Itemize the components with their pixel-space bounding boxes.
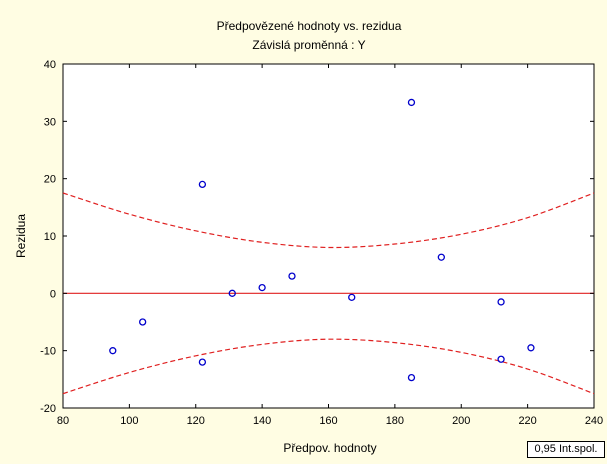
data-point — [348, 293, 356, 301]
x-tick-label: 240 — [585, 415, 603, 427]
x-tick-label: 160 — [319, 415, 337, 427]
legend-confidence-interval: 0,95 Int.spol. — [527, 441, 605, 458]
data-points — [109, 98, 535, 382]
data-point — [258, 283, 266, 292]
x-tick-label: 80 — [57, 415, 69, 427]
chart-subtitle: Závislá proměnná : Y — [252, 38, 365, 52]
x-tick-label: 200 — [452, 415, 470, 427]
data-point — [288, 272, 296, 280]
data-point — [198, 358, 207, 366]
y-tick-label: 10 — [44, 231, 56, 243]
data-point — [437, 253, 445, 261]
x-tick-label: 120 — [187, 415, 205, 427]
x-axis: 80 100 120 140 160 180 200 220 240 — [57, 64, 603, 427]
x-axis-label: Předpov. hodnoty — [283, 441, 376, 455]
x-tick-label: 100 — [120, 415, 138, 427]
y-tick-label: 40 — [44, 59, 56, 71]
y-tick-label: -20 — [40, 403, 56, 415]
data-point — [198, 180, 207, 189]
data-point — [109, 347, 117, 355]
data-point — [407, 373, 416, 382]
data-point — [527, 344, 535, 352]
y-tick-label: 30 — [44, 116, 56, 128]
data-point — [138, 318, 147, 326]
y-axis: -20 -10 0 10 20 30 40 — [40, 59, 594, 415]
y-tick-label: 0 — [50, 288, 56, 300]
plot-area — [62, 63, 595, 409]
confidence-band — [62, 192, 595, 395]
y-axis-label: Rezidua — [14, 214, 28, 258]
y-tick-label: 20 — [44, 174, 56, 186]
data-point — [228, 289, 236, 297]
lower-confidence-line — [62, 338, 595, 395]
y-tick-label: -10 — [40, 346, 56, 358]
x-tick-label: 220 — [518, 415, 536, 427]
data-point — [407, 98, 416, 107]
chart-title: Předpovězené hodnoty vs. rezidua — [217, 19, 402, 33]
data-point — [497, 298, 505, 306]
x-tick-label: 180 — [386, 415, 404, 427]
data-point — [497, 355, 505, 363]
x-tick-label: 140 — [253, 415, 271, 427]
upper-confidence-line — [62, 192, 595, 249]
